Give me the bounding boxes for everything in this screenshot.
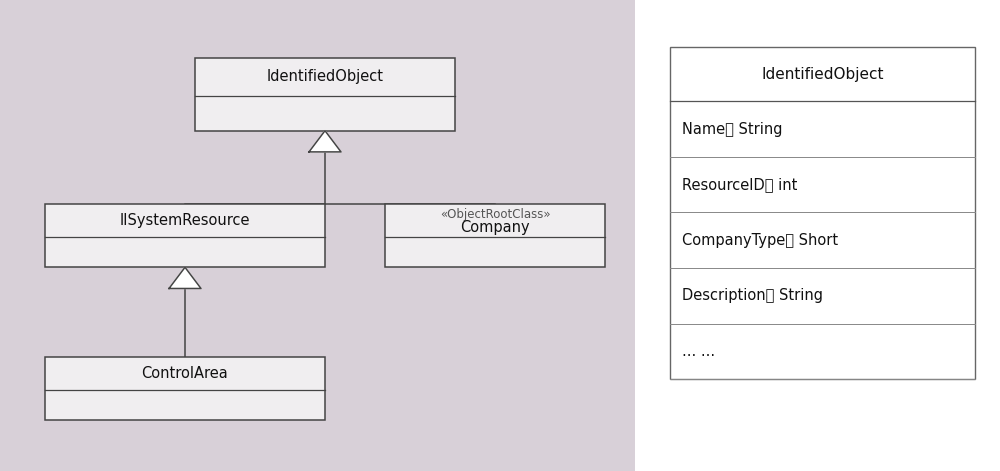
Bar [670, 47, 975, 379]
Bar [635, 0, 1000, 471]
Text: ResourceID： int: ResourceID： int [682, 177, 797, 192]
Text: «ObjectRootClass»: «ObjectRootClass» [440, 208, 550, 221]
Text: Description： String: Description： String [682, 288, 823, 303]
Bar [45, 203, 325, 268]
Text: IdentifiedObject: IdentifiedObject [761, 67, 884, 81]
Polygon shape [309, 130, 341, 152]
Text: Company: Company [460, 220, 530, 235]
Bar [385, 203, 605, 268]
Polygon shape [169, 268, 201, 288]
Text: Name： String: Name： String [682, 122, 782, 137]
Bar [195, 57, 455, 130]
Text: ... ...: ... ... [682, 344, 715, 359]
Bar [45, 357, 325, 421]
Text: CompanyType： Short: CompanyType： Short [682, 233, 838, 248]
Text: IISystemResource: IISystemResource [120, 213, 250, 228]
Bar [0, 0, 635, 471]
Text: ControlArea: ControlArea [142, 366, 228, 381]
Text: IdentifiedObject: IdentifiedObject [266, 69, 384, 84]
